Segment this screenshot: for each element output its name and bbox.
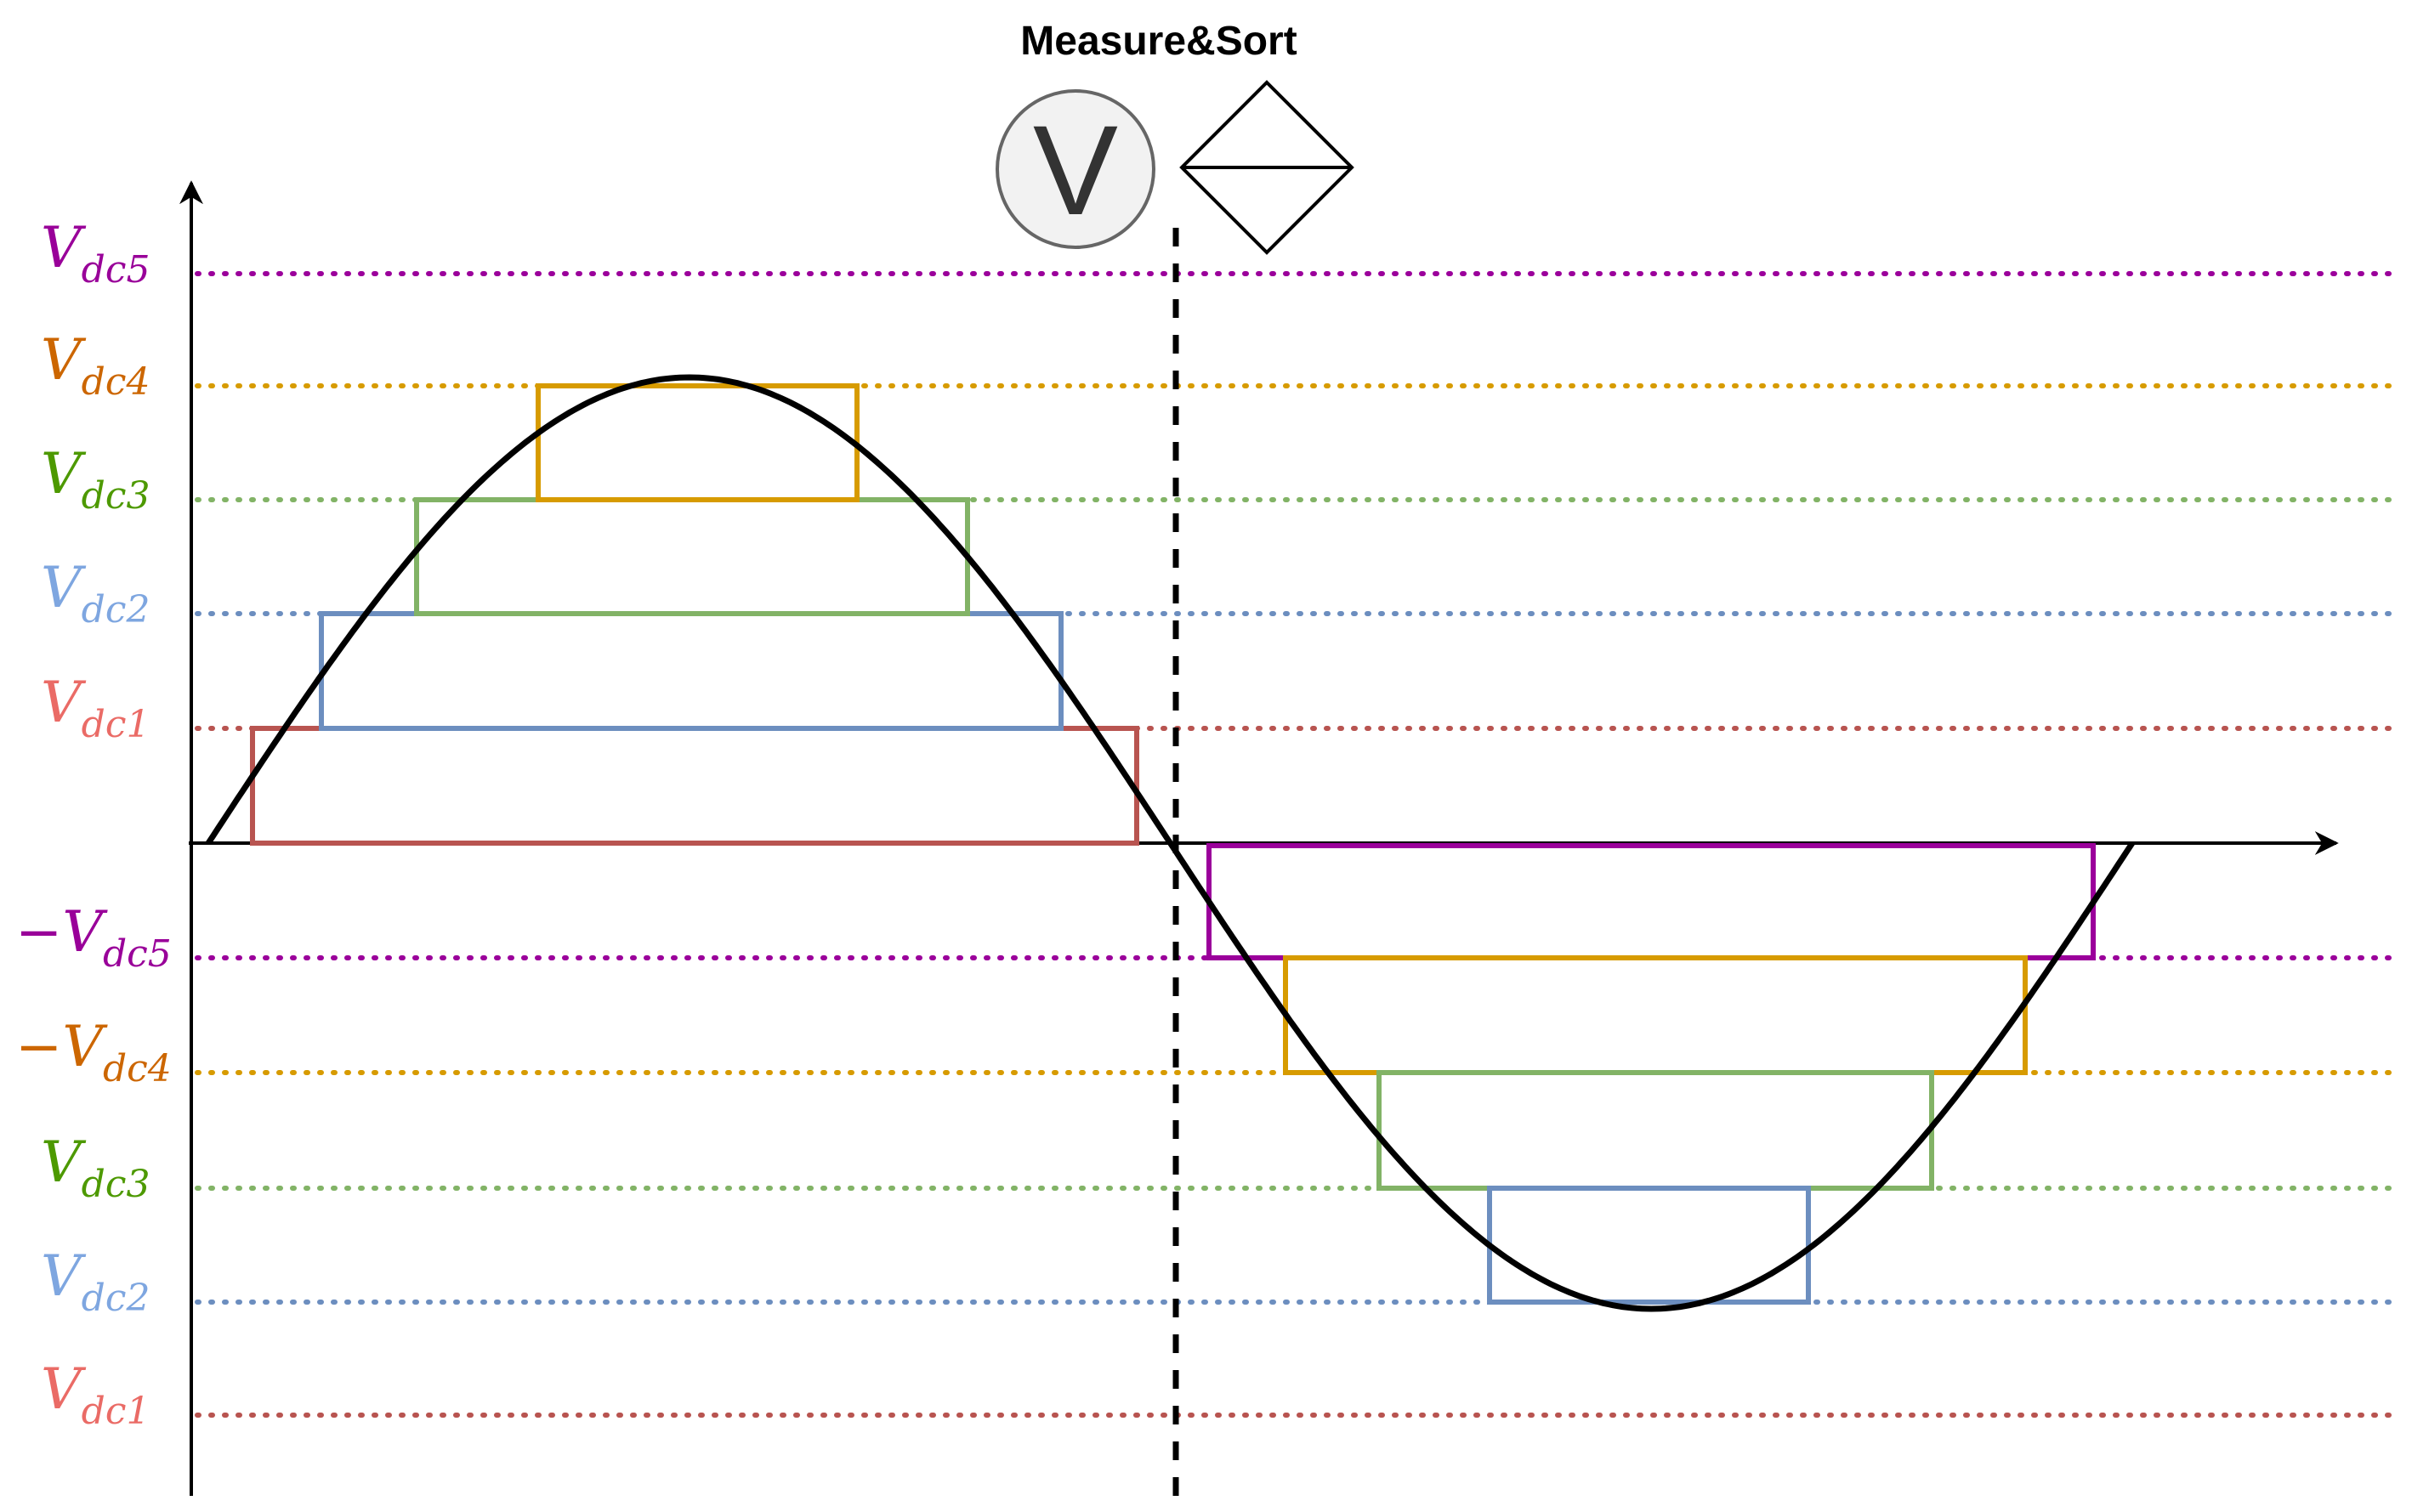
label-subscript: dc2 — [82, 588, 150, 631]
level-label-dc1: Vdc1 — [41, 1356, 150, 1433]
step-rect-dc4-neg — [1283, 955, 2028, 1075]
label-subscript: dc4 — [103, 1047, 172, 1090]
sine-waveform — [206, 374, 2135, 1312]
level-label-dc2: Vdc2 — [41, 555, 150, 631]
step-rect-dc3-pos — [414, 497, 970, 616]
label-subscript: dc3 — [82, 1163, 150, 1206]
label-subscript: dc1 — [82, 1390, 150, 1433]
label-main: V — [41, 327, 87, 393]
label-main: V — [41, 670, 87, 735]
label-subscript: dc5 — [82, 248, 150, 292]
level-label-dc4: Vdc4 — [41, 327, 150, 404]
label-subscript: dc4 — [82, 360, 150, 404]
level-label-neg-dc5: −Vdc5 — [15, 899, 172, 976]
label-subscript: dc1 — [82, 703, 150, 746]
step-rect-dc5-neg — [1206, 843, 2096, 960]
step-rect-dc2-pos — [319, 611, 1064, 731]
level-step-rectangles — [250, 383, 2096, 1305]
level-label-dc1: Vdc1 — [41, 670, 150, 746]
level-label-dc5: Vdc5 — [41, 215, 150, 292]
step-rect-dc2-neg — [1487, 1186, 1811, 1305]
level-labels: Vdc5Vdc4Vdc3Vdc2Vdc1−Vdc5−Vdc4Vdc3Vdc2Vd… — [15, 215, 172, 1433]
label-subscript: dc5 — [103, 932, 172, 976]
level-label-dc3: Vdc3 — [41, 1130, 150, 1206]
label-main: V — [41, 215, 87, 280]
sort-diamond-icon — [1179, 80, 1354, 255]
step-rect-dc1-pos — [250, 726, 1139, 846]
label-main: V — [41, 441, 87, 507]
voltmeter-icon: V — [996, 89, 1155, 249]
label-subscript: dc3 — [82, 474, 150, 518]
label-sign: − — [15, 899, 62, 965]
label-main: V — [41, 555, 87, 620]
level-label-neg-dc4: −Vdc4 — [15, 1014, 172, 1090]
label-main: V — [62, 899, 108, 965]
label-sign: − — [15, 1014, 62, 1079]
step-rect-dc3-neg — [1376, 1070, 1934, 1191]
label-main: V — [41, 1356, 87, 1422]
label-main: V — [41, 1130, 87, 1195]
level-label-dc3: Vdc3 — [41, 441, 150, 518]
diagram-title: Measure&Sort — [1020, 19, 1297, 64]
label-main: V — [62, 1014, 108, 1079]
label-main: V — [41, 1243, 87, 1309]
level-label-dc2: Vdc2 — [41, 1243, 150, 1320]
voltmeter-glyph: V — [1033, 99, 1118, 241]
label-subscript: dc2 — [82, 1277, 150, 1320]
